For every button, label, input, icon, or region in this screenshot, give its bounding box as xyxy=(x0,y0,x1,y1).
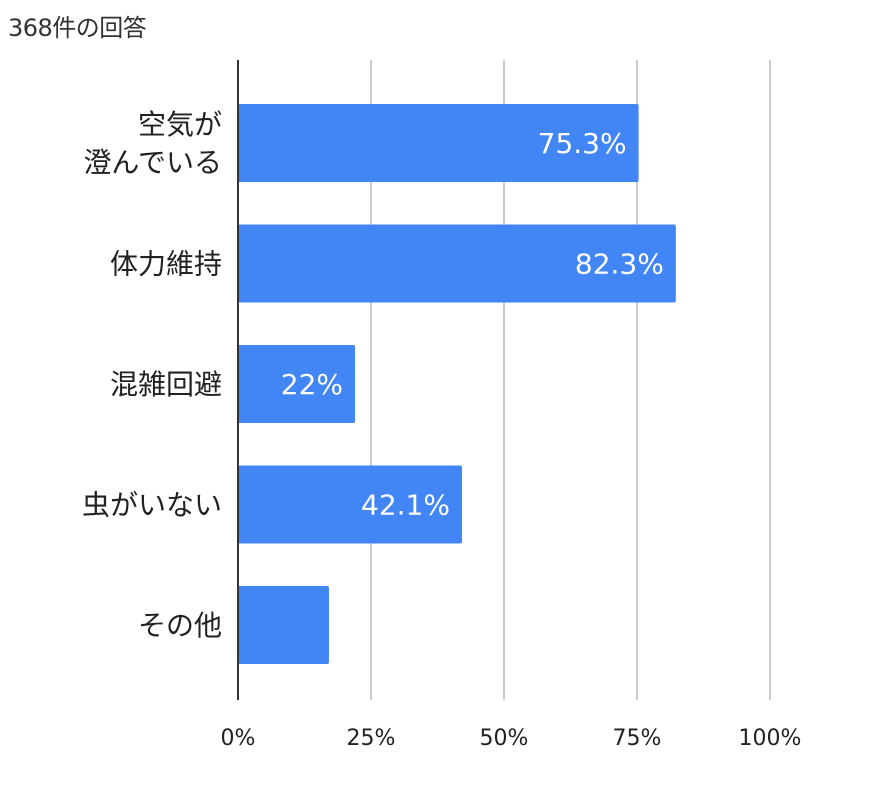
data-label: 42.1% xyxy=(361,489,450,522)
bar xyxy=(238,104,639,182)
x-tick-label: 0% xyxy=(221,726,256,751)
bar xyxy=(238,465,462,544)
x-tick-label: 25% xyxy=(347,726,396,751)
data-label: 22% xyxy=(281,368,343,401)
bars xyxy=(238,104,676,664)
response-count: 368件の回答 xyxy=(8,14,147,42)
x-tick-label: 75% xyxy=(613,726,662,751)
category-label: 混雑回避 xyxy=(110,368,222,401)
data-labels: 75.3% 82.3% 22% 42.1% xyxy=(281,127,664,522)
data-label: 75.3% xyxy=(538,127,627,160)
bar xyxy=(238,224,676,303)
x-tick-label: 100% xyxy=(739,726,802,751)
data-label: 82.3% xyxy=(575,248,664,281)
x-tick-label: 50% xyxy=(480,726,529,751)
bar xyxy=(238,345,356,423)
x-tick-labels: 0% 25% 50% 75% 100% xyxy=(221,726,802,751)
category-label: 体力維持 xyxy=(110,248,222,281)
category-label: 虫がいない xyxy=(82,489,222,522)
bar xyxy=(238,586,329,664)
category-label: 空気が澄んでいる xyxy=(83,108,222,179)
category-label: その他 xyxy=(138,609,222,642)
